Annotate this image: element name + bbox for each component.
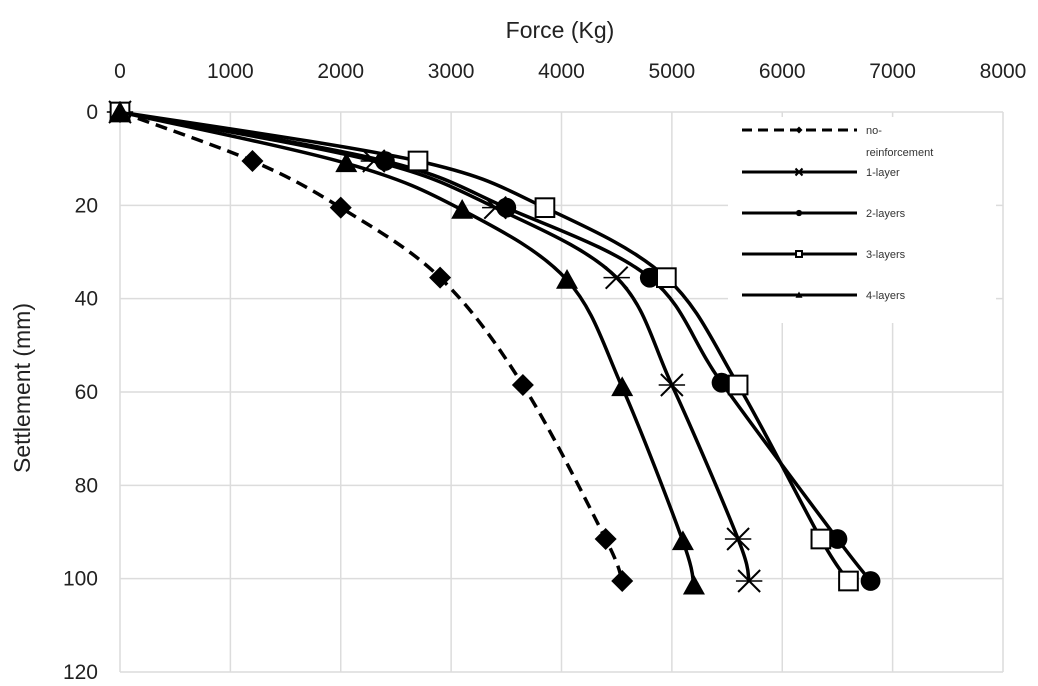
circle-marker <box>795 209 803 217</box>
series-line <box>119 110 850 582</box>
x-tick-label: 2000 <box>317 60 364 83</box>
legend-item: 3-layers <box>742 249 906 261</box>
legend-item: 1-layer <box>742 167 900 179</box>
series-line <box>119 110 872 583</box>
legend-label: 2-layers <box>866 208 906 220</box>
triangle-marker <box>682 574 705 595</box>
x-tick-labels: 0 1000 2000 3000 4000 5000 6000 7000 8000 <box>114 60 1026 83</box>
x-tick-label: 4000 <box>538 60 585 83</box>
legend: no-reinforcement 1-layer 2-layers 3-layers 4… <box>728 117 996 323</box>
diamond-marker <box>429 266 452 289</box>
diamond-marker <box>795 126 803 134</box>
diamond-marker <box>241 150 264 172</box>
y-tick-label: 0 <box>86 101 98 124</box>
series-group <box>106 100 881 595</box>
legend-item: 2-layers <box>742 208 906 220</box>
series-line <box>119 110 751 582</box>
square-marker <box>810 528 832 550</box>
triangle-marker <box>335 152 358 173</box>
x-tick-label: 3000 <box>428 60 475 83</box>
legend-box <box>728 117 996 323</box>
y-tick-label: 20 <box>75 194 98 217</box>
y-tick-label: 40 <box>75 288 98 311</box>
y-tick-label: 80 <box>75 474 98 497</box>
y-tick-label: 120 <box>63 661 98 684</box>
cross-marker <box>603 265 630 290</box>
diamond-marker <box>594 528 617 550</box>
cross-marker <box>735 569 763 593</box>
cross-marker <box>794 167 804 177</box>
circle-marker <box>827 529 848 549</box>
y-tick-label: 60 <box>75 381 98 404</box>
x-axis-title: Force (Kg) <box>506 17 615 43</box>
series-3-layers <box>109 101 859 592</box>
series-4-layers <box>109 101 705 595</box>
legend-label: 4-layers <box>866 290 906 302</box>
x-tick-label: 6000 <box>759 60 806 83</box>
y-tick-labels: 0 20 40 60 80 100 120 <box>63 101 98 684</box>
legend-label: 1-layer <box>866 167 900 179</box>
series-line <box>119 110 624 582</box>
legend-label: reinforcement <box>866 147 933 159</box>
circle-marker <box>711 372 732 393</box>
circle-marker <box>496 197 517 218</box>
series-line <box>119 110 696 587</box>
triangle-marker <box>795 291 803 298</box>
cross-marker <box>658 373 686 397</box>
x-tick-label: 8000 <box>980 60 1027 83</box>
diamond-marker <box>329 196 352 219</box>
triangle-marker <box>109 101 131 121</box>
y-axis-title: Settlement (mm) <box>9 303 35 473</box>
circle-marker <box>860 571 881 591</box>
series-2-layers <box>110 102 881 591</box>
series-no-reinforcement <box>109 101 634 592</box>
legend-item: 4-layers <box>742 290 906 302</box>
circle-marker <box>639 267 660 288</box>
square-marker <box>656 267 677 289</box>
square-marker <box>727 374 749 396</box>
legend-label: 3-layers <box>866 249 906 261</box>
diamond-marker <box>511 374 534 396</box>
triangle-marker <box>451 199 474 219</box>
grid <box>119 111 1004 673</box>
diamond-marker <box>611 570 634 592</box>
x-tick-label: 5000 <box>649 60 696 83</box>
square-marker <box>838 570 859 592</box>
x-tick-label: 7000 <box>869 60 916 83</box>
y-tick-label: 100 <box>63 568 98 591</box>
legend-item: no-reinforcement <box>742 125 933 159</box>
square-marker <box>795 250 803 258</box>
cross-marker <box>724 527 752 551</box>
square-marker <box>407 150 429 172</box>
triangle-marker <box>556 269 579 289</box>
square-marker <box>534 197 556 219</box>
legend-label: no- <box>866 125 882 137</box>
x-tick-label: 0 <box>114 60 126 83</box>
triangle-marker <box>611 376 634 397</box>
triangle-marker <box>671 530 694 551</box>
x-tick-label: 1000 <box>207 60 254 83</box>
